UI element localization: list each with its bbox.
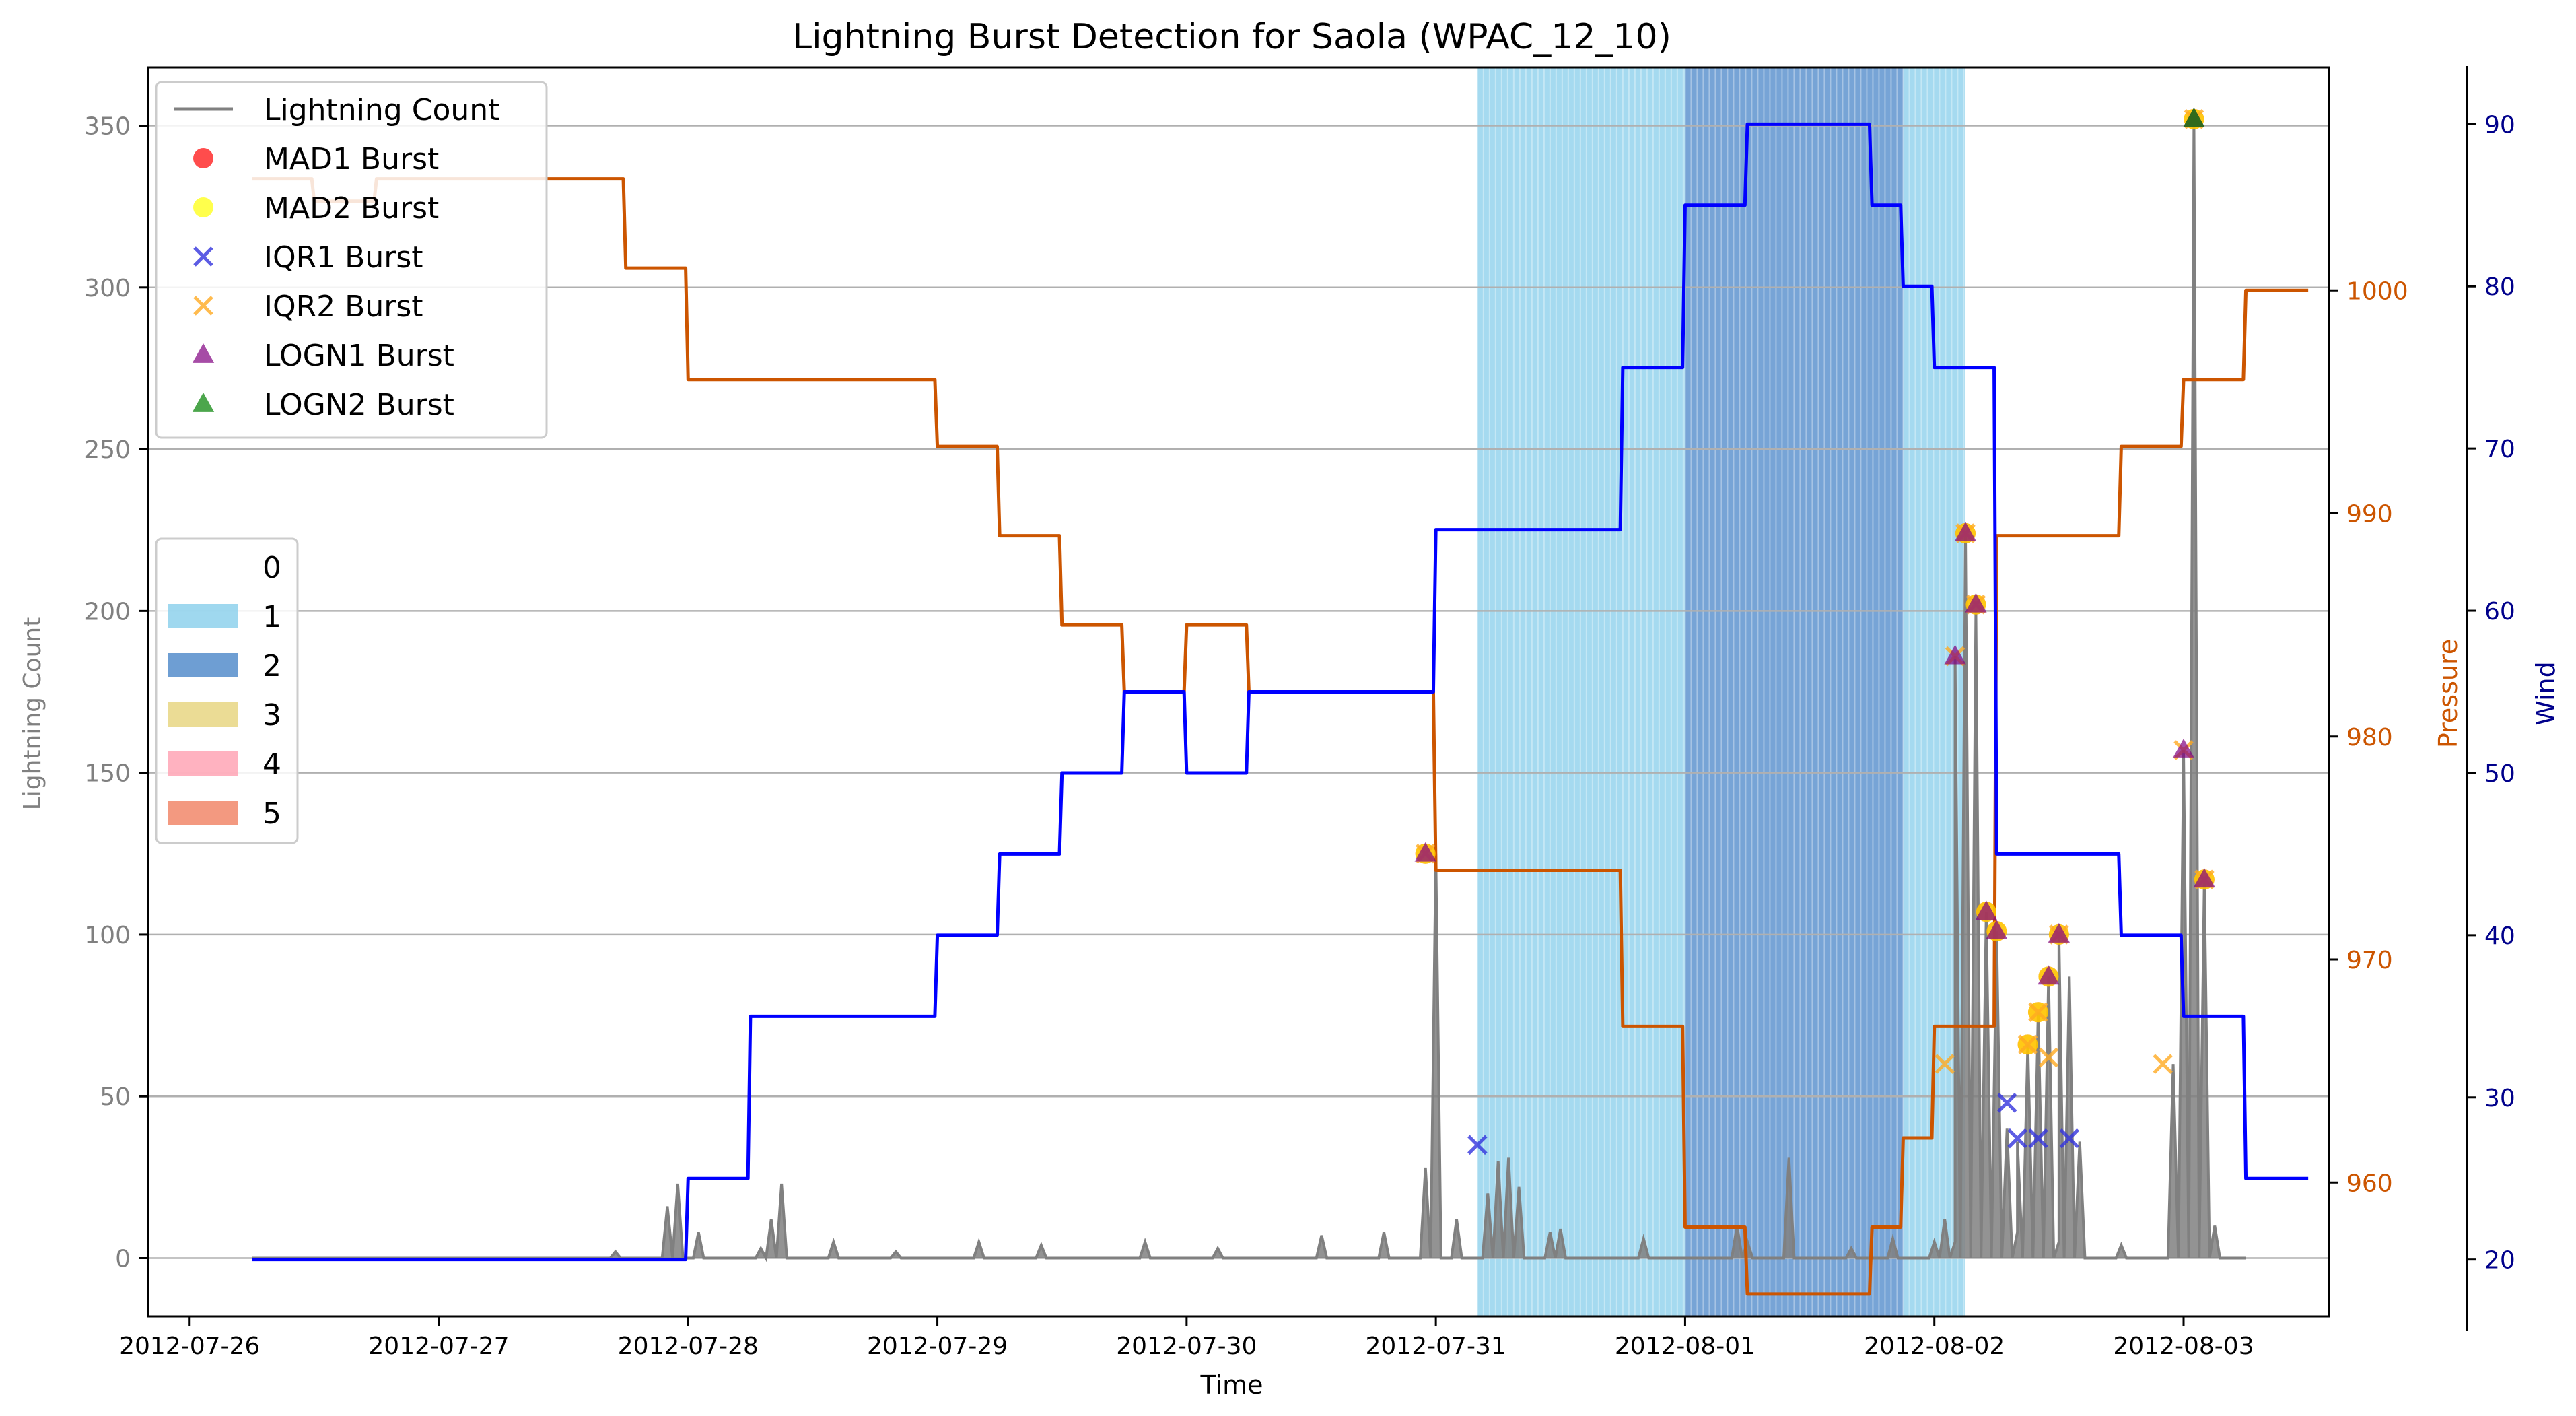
logn2-marker: [192, 393, 215, 412]
legend-swatch-cat1: [168, 604, 238, 628]
category-span-2: [1685, 67, 1904, 1316]
logn1-marker: [1414, 842, 1436, 862]
legend-label: 1: [263, 600, 281, 634]
legend-label: 2: [263, 649, 281, 683]
logn1-marker: [192, 343, 215, 363]
mad2-marker: [193, 197, 213, 217]
category-legend: 0 1 2 3 4 5: [155, 537, 299, 844]
y-tick-label-wind: 60: [2484, 598, 2515, 626]
legend-label: 0: [263, 551, 281, 585]
x-tick-label: 2012-08-03: [2113, 1333, 2254, 1360]
y-axis-label-wind: Wind: [2531, 661, 2561, 726]
y-axis-label-lightning: Lightning Count: [19, 617, 46, 811]
iqr1-marker: [193, 246, 213, 267]
wind-series: [252, 122, 2309, 1262]
category-span-1: [1477, 67, 1685, 1316]
x-tick-label: 2012-07-28: [618, 1333, 759, 1360]
y-tick-label-wind: 20: [2484, 1247, 2515, 1275]
iqr2-marker: [2153, 1054, 2173, 1074]
iqr1-marker: [1467, 1135, 1488, 1155]
x-tick-label: 2012-08-02: [1864, 1333, 2005, 1360]
y-tick-label-lightning: 350: [84, 113, 131, 141]
legend-swatch-cat4: [168, 751, 238, 776]
iqr1-marker: [2028, 1128, 2048, 1149]
logn1-marker: [1965, 593, 1987, 613]
x-tick-label: 2012-07-29: [867, 1333, 1008, 1360]
legend-label: 3: [263, 698, 281, 733]
iqr2-marker: [193, 296, 213, 316]
y-tick-label-wind: 40: [2484, 922, 2515, 950]
iqr2-marker: [2038, 1047, 2059, 1068]
legend-label: LOGN1 Burst: [264, 339, 454, 373]
logn2-marker: [2183, 107, 2205, 127]
x-tick-label: 2012-07-30: [1116, 1333, 1257, 1360]
logn1-marker: [2193, 868, 2216, 888]
lightning-line: [252, 119, 2246, 1262]
y-tick-label-pressure: 970: [2346, 947, 2393, 974]
y-tick-label-wind: 90: [2484, 111, 2515, 139]
x-tick-label: 2012-07-31: [1366, 1333, 1506, 1360]
plot-frame: [147, 66, 2330, 1318]
y-tick-label-pressure: 960: [2346, 1170, 2393, 1197]
chart-title: Lightning Burst Detection for Saola (WPA…: [792, 17, 1671, 57]
legend-label: Lightning Count: [264, 93, 499, 127]
legend-swatch-cat5: [168, 801, 238, 825]
y-tick-label-lightning: 250: [84, 436, 131, 464]
legend-label: IQR2 Burst: [264, 290, 423, 324]
y-tick-label-pressure: 980: [2346, 724, 2393, 751]
legend-label: 4: [263, 747, 281, 782]
logn1-marker: [2038, 965, 2060, 985]
y-tick-label-lightning: 50: [100, 1083, 131, 1111]
logn1-marker: [1975, 900, 1998, 920]
y-tick-label-lightning: 0: [115, 1245, 131, 1273]
series-legend-box: [155, 81, 548, 439]
logn1-marker: [1954, 522, 1977, 541]
y-tick-label-wind: 30: [2484, 1085, 2515, 1112]
legend-label: MAD2 Burst: [264, 191, 439, 226]
legend-label: 5: [263, 797, 281, 831]
y-axis-label-pressure: Pressure: [2433, 639, 2463, 748]
legend-label: MAD1 Burst: [264, 142, 439, 176]
x-tick-label: 2012-07-27: [368, 1333, 509, 1360]
iqr1-marker: [2007, 1128, 2027, 1149]
x-tick-label: 2012-08-01: [1615, 1333, 1755, 1360]
y-tick-label-wind: 80: [2484, 273, 2515, 301]
burst-markers: [1414, 107, 2216, 1155]
y-tick-label-pressure: 990: [2346, 501, 2393, 529]
legend-label: IQR1 Burst: [264, 240, 423, 275]
iqr2-marker: [2017, 1034, 2038, 1055]
iqr2-marker: [2028, 1002, 2048, 1023]
legend-swatch-cat2: [168, 653, 238, 677]
y-tick-label-wind: 50: [2484, 760, 2515, 788]
y-tick-label-lightning: 100: [84, 922, 131, 949]
logn1-marker: [2048, 922, 2070, 943]
legend-swatch-cat3: [168, 702, 238, 727]
x-axis-label: Time: [1200, 1370, 1263, 1400]
y-tick-label-wind: 70: [2484, 436, 2515, 463]
series-legend: Lightning Count MAD1 Burst MAD2 Burst IQR1 …: [155, 81, 548, 439]
y-tick-label-lightning: 150: [84, 760, 131, 788]
iqr2-marker: [1935, 1054, 1955, 1074]
logn1-marker: [1944, 644, 1966, 665]
y-tick-label-lightning: 200: [84, 598, 131, 626]
y-tick-label-pressure: 1000: [2346, 277, 2408, 305]
logn1-marker: [1986, 920, 2008, 940]
category-spans: [1476, 67, 1965, 1316]
x-tick-label: 2012-07-26: [119, 1333, 260, 1360]
legend-label: LOGN2 Burst: [264, 388, 454, 422]
iqr1-marker: [2059, 1128, 2080, 1149]
mad1-marker: [193, 148, 213, 168]
logn1-marker: [2172, 739, 2195, 758]
lightning-series: [252, 119, 2246, 1262]
wind-line: [252, 122, 2309, 1262]
axes: 2012-07-26 2012-07-27 2012-07-28 2012-07-29…: [84, 66, 2515, 1360]
iqr1-marker: [1996, 1093, 2017, 1113]
y-tick-label-lightning: 300: [84, 275, 131, 302]
